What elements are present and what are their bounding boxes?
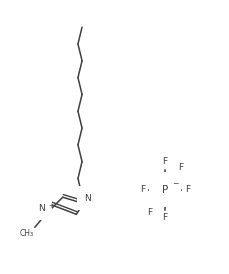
Text: F: F <box>162 157 167 166</box>
Text: N: N <box>84 194 91 203</box>
Text: CH₃: CH₃ <box>19 229 33 238</box>
Text: F: F <box>147 208 152 217</box>
Text: N: N <box>38 204 44 213</box>
Text: F: F <box>184 185 189 194</box>
Text: +: + <box>48 203 54 209</box>
Text: F: F <box>177 163 182 172</box>
Text: −: − <box>172 179 178 189</box>
Text: P: P <box>161 185 167 195</box>
Text: F: F <box>162 213 167 222</box>
Text: F: F <box>139 185 144 194</box>
